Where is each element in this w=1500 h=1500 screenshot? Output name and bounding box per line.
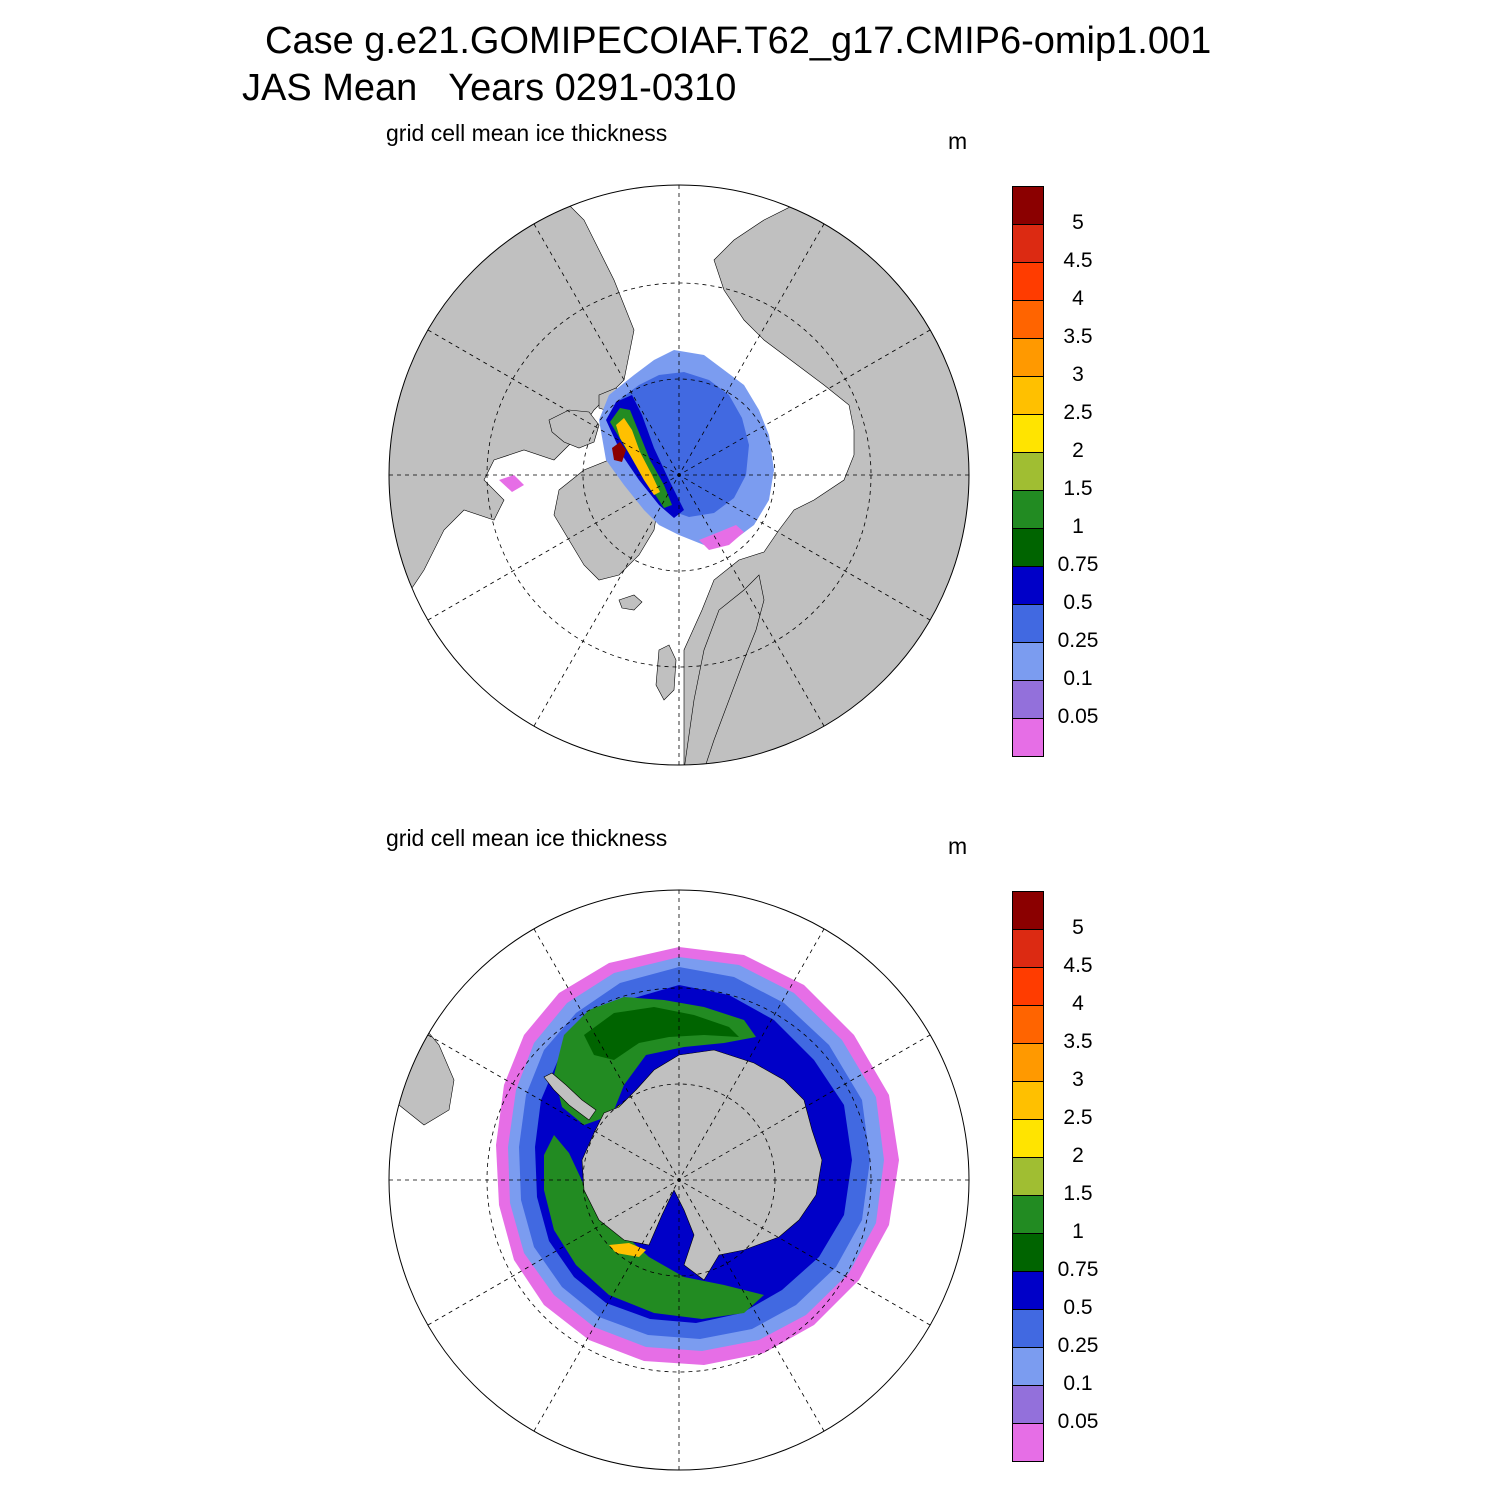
antarctic-land-continent — [581, 1049, 823, 1281]
arctic-land-scandinavia — [683, 574, 765, 765]
legend-swatch — [1012, 1081, 1044, 1120]
antarctic-ice-yellow-1 — [609, 1243, 646, 1257]
legend-swatch — [1012, 1271, 1044, 1310]
legend-swatch — [1012, 338, 1044, 377]
legend-swatch — [1012, 1043, 1044, 1082]
legend-swatch — [1012, 1233, 1044, 1272]
legend-swatch — [1012, 224, 1044, 263]
legend-swatch — [1012, 528, 1044, 567]
legend-swatch — [1012, 1005, 1044, 1044]
legend-level-label: 1 — [1072, 515, 1084, 538]
panel2-units: m — [948, 833, 968, 859]
legend-level-label: 1.5 — [1063, 1182, 1093, 1205]
figure-title-period: JAS Mean Years 0291-0310 — [242, 67, 737, 109]
legend-swatch — [1012, 186, 1044, 225]
legend-swatch — [1012, 891, 1044, 930]
legend-level-label: 3.5 — [1063, 1030, 1093, 1053]
legend-swatch — [1012, 300, 1044, 339]
legend-level-label: 0.25 — [1057, 1334, 1099, 1357]
legend-level-label: 0.75 — [1057, 553, 1099, 576]
antarctic-graticule — [389, 890, 969, 1470]
legend-swatch — [1012, 566, 1044, 605]
panel1-title: grid cell mean ice thickness — [386, 120, 668, 146]
legend-swatch — [1012, 452, 1044, 491]
arctic-ice-thickest — [612, 442, 626, 462]
legend-swatch — [1012, 1195, 1044, 1234]
panel2-title: grid cell mean ice thickness — [386, 825, 668, 851]
arctic-land-britain — [655, 644, 677, 701]
antarctic-map — [388, 889, 970, 1471]
legend-swatch — [1012, 376, 1044, 415]
legend-swatch — [1012, 642, 1044, 681]
legend-swatch — [1012, 1309, 1044, 1348]
antarctic-ice-darkgreen — [584, 1007, 739, 1060]
legend-level-label: 0.5 — [1063, 1296, 1093, 1319]
legend-swatch — [1012, 604, 1044, 643]
legend-level-label: 0.25 — [1057, 629, 1099, 652]
panel1-units: m — [948, 128, 968, 154]
legend-swatch — [1012, 967, 1044, 1006]
arctic-graticule — [389, 185, 969, 765]
legend-swatch — [1012, 414, 1044, 453]
legend-level-label: 3 — [1072, 1068, 1084, 1091]
legend-level-label: 0.75 — [1057, 1258, 1099, 1281]
legend-swatch — [1012, 1119, 1044, 1158]
legend-level-label: 3.5 — [1063, 325, 1093, 348]
legend-level-label: 4 — [1072, 992, 1084, 1015]
legend-level-label: 2.5 — [1063, 401, 1093, 424]
legend-level-label: 0.05 — [1057, 1410, 1099, 1433]
legend-level-label: 0.05 — [1057, 705, 1099, 728]
legend-swatch — [1012, 680, 1044, 719]
legend-level-label: 5 — [1072, 916, 1084, 939]
legend-level-label: 4 — [1072, 287, 1084, 310]
legend-level-label: 1 — [1072, 1220, 1084, 1243]
arctic-ice-yellow-band — [616, 418, 660, 495]
figure-title-case: Case g.e21.GOMIPECOIAF.T62_g17.CMIP6-omi… — [265, 20, 1212, 62]
legend-swatch — [1012, 929, 1044, 968]
arctic-land-iceland — [618, 594, 643, 611]
legend-swatch — [1012, 1157, 1044, 1196]
legend-swatch — [1012, 1347, 1044, 1386]
legend-swatch — [1012, 262, 1044, 301]
legend-level-label: 1.5 — [1063, 477, 1093, 500]
legend-level-label: 2 — [1072, 1144, 1084, 1167]
legend-level-label: 3 — [1072, 363, 1084, 386]
legend-swatch — [1012, 490, 1044, 529]
legend-level-label: 0.5 — [1063, 591, 1093, 614]
legend-swatch — [1012, 718, 1044, 757]
legend-swatch — [1012, 1385, 1044, 1424]
legend-level-label: 4.5 — [1063, 954, 1093, 977]
legend-level-label: 2.5 — [1063, 1106, 1093, 1129]
legend-level-label: 0.1 — [1063, 667, 1093, 690]
legend-level-label: 2 — [1072, 439, 1084, 462]
legend-level-label: 4.5 — [1063, 249, 1093, 272]
legend-level-label: 5 — [1072, 211, 1084, 234]
arctic-map — [388, 184, 970, 766]
legend-swatch — [1012, 1423, 1044, 1462]
arctic-ice-edge-pink — [499, 475, 744, 550]
antarctic-ice-green-ross — [544, 1135, 764, 1319]
antarctic-land-peninsula — [543, 1072, 597, 1121]
legend-level-label: 0.1 — [1063, 1372, 1093, 1395]
